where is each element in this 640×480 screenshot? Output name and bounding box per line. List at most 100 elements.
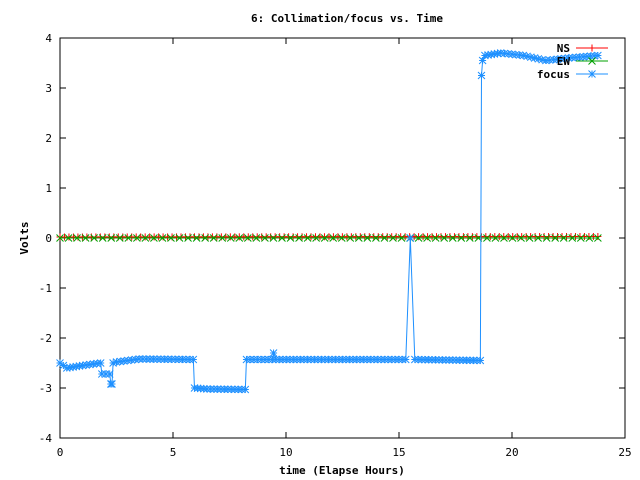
data-point (331, 355, 340, 364)
data-point (192, 234, 201, 242)
axis-ticks (59, 37, 626, 439)
y-tick-label: -3 (39, 382, 52, 395)
data-point (440, 234, 449, 242)
data-point (500, 234, 508, 242)
data-point (261, 234, 269, 242)
data-point (525, 234, 534, 242)
data-point (576, 234, 585, 242)
data-point (594, 233, 602, 240)
data-point (320, 234, 329, 242)
data-point (138, 355, 147, 363)
data-point (286, 234, 295, 242)
data-point (282, 355, 291, 364)
data-point (185, 355, 194, 364)
data-point (465, 234, 474, 242)
data-point (73, 234, 81, 242)
data-point (201, 234, 209, 242)
data-point (108, 380, 116, 388)
x-axis-title: time (Elapse Hours) (279, 464, 405, 477)
data-point (337, 234, 346, 242)
y-tick-label: 2 (45, 132, 52, 145)
legend-label-ew: EW (557, 55, 571, 68)
data-point (153, 355, 162, 364)
data-point (167, 234, 175, 242)
data-point (363, 234, 372, 242)
data-point (124, 234, 133, 242)
chart-title: 6: Collimation/focus vs. Time (251, 12, 443, 25)
data-point (150, 234, 158, 242)
legend-label-ns: NS (557, 42, 570, 55)
x-tick-label: 0 (57, 446, 64, 459)
data-point (158, 234, 167, 242)
data-point (241, 385, 250, 394)
data-point (269, 234, 278, 242)
data-point (401, 355, 410, 364)
data-point (271, 355, 280, 364)
data-point (175, 234, 184, 242)
data-point (296, 355, 305, 364)
y-tick-label: 1 (45, 182, 52, 195)
data-point (448, 234, 457, 242)
data-point (534, 234, 542, 242)
data-point (279, 355, 287, 364)
data-point (105, 370, 114, 378)
data-point (141, 234, 150, 242)
data-point (209, 234, 218, 242)
data-point (81, 234, 90, 242)
legend-marker-ew (588, 57, 596, 65)
series-ew (56, 234, 602, 242)
data-point (64, 234, 73, 242)
data-point (243, 234, 252, 242)
data-point (414, 234, 423, 242)
data-point (585, 234, 594, 242)
axis-tick-labels: 0 5 10 15 20 25 -4 -3 -2 -1 0 1 2 3 4 (39, 32, 632, 459)
data-point (189, 355, 198, 364)
y-tick-label: 4 (45, 32, 52, 45)
data-point (107, 234, 116, 242)
y-tick-label: -4 (39, 432, 53, 445)
data-point (352, 355, 361, 364)
data-point (491, 234, 500, 242)
data-point (366, 355, 375, 364)
data-point (346, 234, 355, 242)
data-point (354, 234, 363, 242)
data-point (508, 234, 517, 242)
data-point (568, 234, 577, 242)
data-point (303, 234, 312, 242)
data-point (218, 234, 227, 242)
x-tick-label: 20 (505, 446, 518, 459)
data-point (380, 234, 389, 242)
data-point (431, 234, 440, 242)
y-axis-title: Volts (18, 221, 31, 254)
data-point (242, 355, 251, 364)
data-point (98, 234, 107, 242)
x-tick-label: 10 (279, 446, 292, 459)
data-point (96, 359, 105, 367)
data-point (389, 234, 397, 242)
series-focus (56, 49, 602, 394)
data-point (594, 234, 602, 242)
legend-marker-ns (588, 44, 596, 52)
data-point (363, 355, 371, 364)
data-point (423, 234, 431, 242)
data-point (252, 234, 261, 242)
data-point (115, 234, 124, 242)
data-point (97, 370, 106, 378)
series-line (59, 52, 598, 391)
data-point (483, 234, 491, 242)
data-point (160, 355, 169, 364)
data-point (90, 234, 99, 242)
data-point (226, 234, 235, 242)
data-point (312, 234, 320, 242)
legend-marker-focus (588, 70, 596, 78)
data-point (542, 234, 551, 242)
data-point (517, 234, 525, 242)
data-point (184, 234, 192, 242)
data-point (317, 355, 326, 364)
y-tick-label: -1 (39, 282, 52, 295)
x-tick-label: 5 (170, 446, 177, 459)
x-tick-label: 15 (392, 446, 405, 459)
data-point (329, 234, 338, 242)
